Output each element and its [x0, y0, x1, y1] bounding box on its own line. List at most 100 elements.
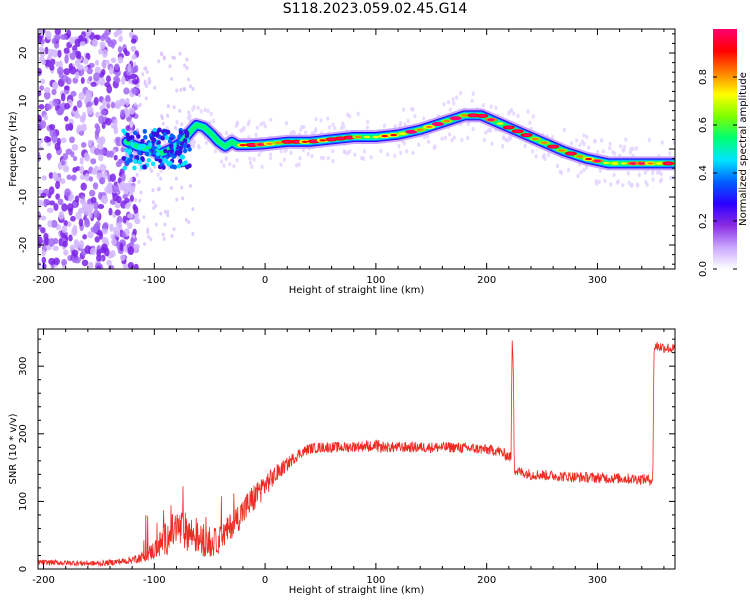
heatmap-halo-cell: [471, 91, 475, 96]
y-tick-label: -20: [18, 237, 29, 253]
heatmap-noise-cell: [133, 61, 137, 66]
heatmap-halo-cell: [442, 102, 446, 107]
heatmap-peak-core: [354, 135, 362, 139]
heatmap-halo-cell: [526, 109, 530, 114]
heatmap-noise-cell: [54, 34, 61, 41]
heatmap-halo-cell: [196, 143, 201, 149]
heatmap-halo-cell: [466, 121, 470, 126]
heatmap-noise-cell: [160, 116, 164, 121]
heatmap-noise-cell: [48, 237, 55, 247]
heatmap-halo-cell: [246, 122, 250, 127]
heatmap-low-cell: [121, 128, 126, 134]
heatmap-noise-cell: [145, 70, 149, 75]
heatmap-noise-cell: [88, 203, 94, 213]
heatmap-noise-cell: [52, 245, 59, 251]
heatmap-noise-cell: [181, 196, 185, 201]
heatmap-noise-cell: [114, 77, 121, 83]
heatmap-halo-cell: [331, 158, 335, 164]
heatmap-peak-core: [372, 135, 380, 139]
heatmap-halo-cell: [433, 144, 437, 149]
heatmap-noise-cell: [182, 87, 186, 92]
heatmap-noise-cell: [88, 176, 94, 182]
heatmap-noise-cell: [42, 263, 47, 269]
heatmap-noise-cell: [125, 190, 129, 195]
heatmap-noise-cell: [51, 133, 58, 143]
heatmap-noise-cell: [47, 153, 52, 161]
heatmap-peak-core: [345, 136, 353, 139]
heatmap-noise-cell: [130, 237, 135, 244]
heatmap-halo-cell: [550, 135, 555, 140]
heatmap-noise-cell: [120, 254, 126, 261]
heatmap-noise-cell: [133, 102, 137, 107]
heatmap-halo-cell: [585, 134, 589, 140]
heatmap-noise-cell: [60, 160, 66, 166]
heatmap-halo-cell: [448, 107, 453, 112]
heatmap-noise-cell: [117, 56, 124, 64]
heatmap-halo-cell: [401, 107, 406, 112]
heatmap-halo-cell: [426, 139, 431, 144]
heatmap-noise-cell: [92, 209, 100, 218]
heatmap-halo-cell: [203, 107, 207, 113]
heatmap-noise-cell: [56, 66, 64, 75]
heatmap-noise-cell: [101, 227, 108, 235]
heatmap-low-cell: [142, 128, 147, 134]
heatmap-noise-cell: [149, 237, 153, 242]
heatmap-noise-cell: [132, 228, 137, 236]
heatmap-peak-core: [531, 137, 539, 141]
heatmap-noise-cell: [125, 113, 129, 118]
heatmap-noise-cell: [187, 110, 191, 115]
heatmap-noise-cell: [71, 174, 77, 181]
heatmap-halo-cell: [612, 172, 616, 178]
heatmap-noise-cell: [156, 187, 160, 192]
heatmap-noise-cell: [121, 76, 126, 85]
heatmap-peak-core: [319, 139, 327, 142]
heatmap-halo-cell: [621, 148, 625, 153]
heatmap-halo-cell: [156, 172, 160, 177]
heatmap-halo-cell: [608, 145, 612, 151]
heatmap-noise-cell: [62, 240, 68, 248]
heatmap-noise-cell: [90, 247, 97, 256]
heatmap-noise-cell: [38, 104, 45, 110]
heatmap-peak-core: [310, 140, 318, 143]
heatmap-noise-cell: [43, 198, 50, 205]
heatmap-low-cell: [125, 132, 130, 138]
heatmap-noise-cell: [41, 59, 46, 66]
heatmap-halo-cell: [175, 120, 179, 125]
heatmap-low-cell: [130, 141, 135, 147]
heatmap-noise-cell: [109, 223, 114, 232]
heatmap-peak-core: [443, 119, 451, 123]
heatmap-noise-cell: [188, 183, 192, 188]
heatmap-noise-cell: [143, 81, 147, 86]
heatmap-low-cell: [133, 159, 138, 164]
heatmap-noise-cell: [69, 136, 75, 144]
heatmap-noise-cell: [102, 32, 108, 39]
heatmap-halo-cell: [361, 156, 366, 162]
heatmap-noise-cell: [172, 56, 176, 61]
heatmap-noise-cell: [159, 211, 163, 216]
heatmap-noise-cell: [143, 241, 147, 246]
heatmap-noise-cell: [160, 51, 164, 56]
heatmap-noise-cell: [99, 148, 106, 155]
heatmap-noise-cell: [40, 215, 47, 221]
heatmap-noise-cell: [80, 141, 87, 148]
heatmap-noise-cell: [40, 227, 46, 234]
heatmap-noise-cell: [97, 204, 105, 210]
heatmap-noise-cell: [96, 137, 103, 144]
y-tick-label: 100: [18, 492, 29, 511]
heatmap-low-cell: [136, 134, 141, 139]
heatmap-noise-cell: [80, 77, 85, 85]
heatmap-halo-cell: [507, 111, 511, 116]
heatmap-noise-cell: [84, 217, 90, 225]
heatmap-noise-cell: [146, 234, 150, 239]
heatmap-noise-cell: [162, 237, 166, 242]
heatmap-halo-cell: [622, 144, 627, 150]
heatmap-halo-cell: [379, 148, 383, 154]
heatmap-noise-cell: [41, 249, 46, 257]
heatmap-noise-cell: [74, 58, 81, 67]
heatmap-peak-core: [248, 143, 256, 147]
heatmap-noise-cell: [86, 101, 93, 107]
heatmap-low-cell: [163, 148, 168, 154]
heatmap-noise-cell: [65, 148, 73, 155]
heatmap-noise-cell: [113, 31, 119, 38]
heatmap-low-cell: [121, 155, 126, 161]
